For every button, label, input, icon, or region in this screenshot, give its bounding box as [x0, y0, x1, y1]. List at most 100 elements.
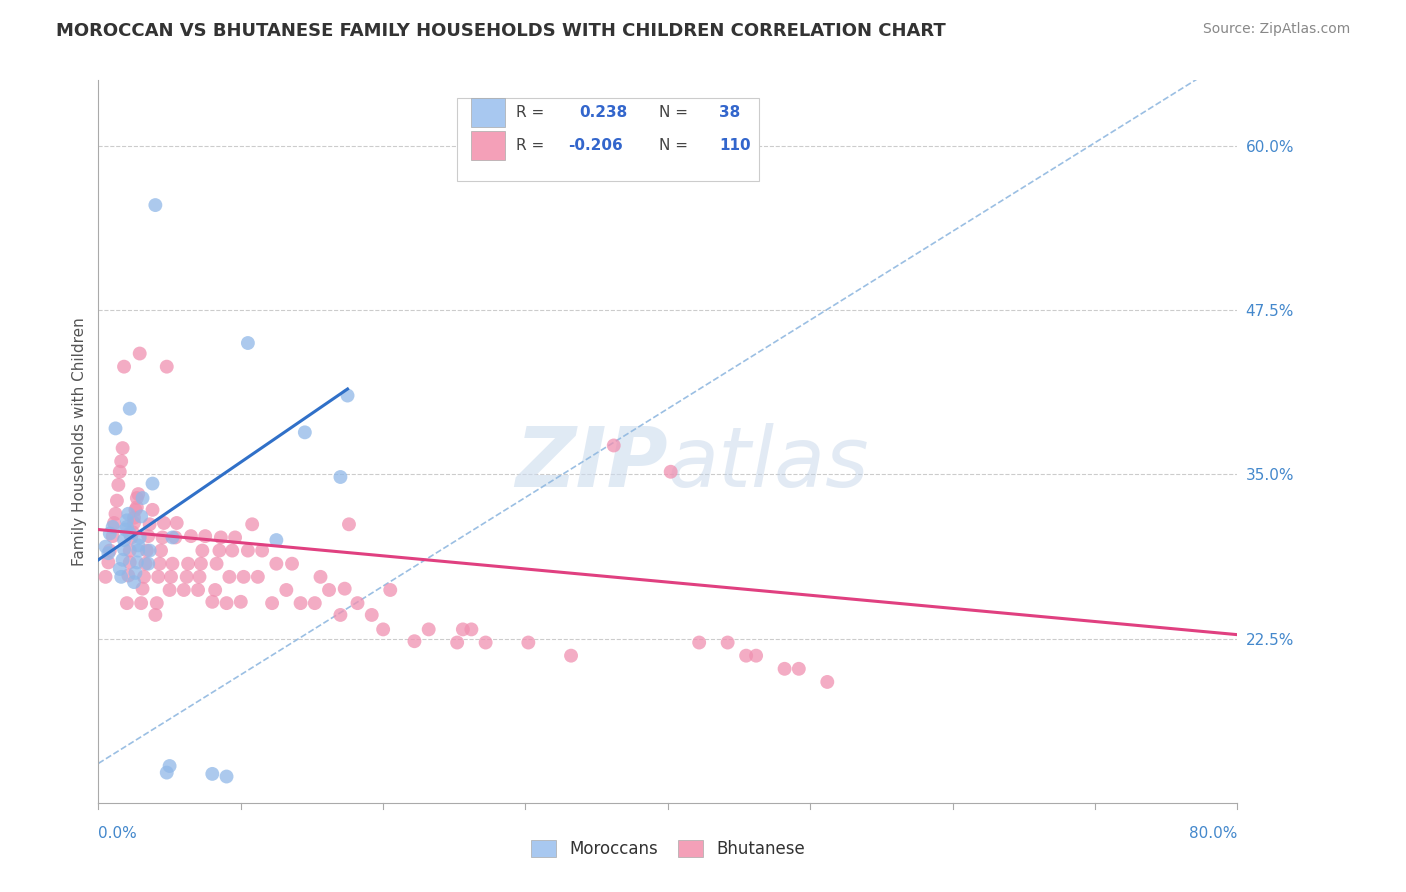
Point: [205, 557, 228, 571]
Point: [129, 596, 152, 610]
Point: [266, 557, 288, 571]
Point: [773, 662, 796, 676]
Point: [159, 582, 181, 597]
Point: [124, 566, 146, 580]
Point: [111, 553, 134, 567]
Y-axis label: Family Households with Children: Family Households with Children: [72, 318, 87, 566]
Point: [125, 491, 148, 505]
Point: [266, 533, 288, 547]
Point: [122, 510, 145, 524]
Point: [121, 525, 143, 540]
Point: [290, 596, 312, 610]
Point: [94, 540, 117, 554]
Point: [136, 529, 159, 543]
Point: [329, 607, 352, 622]
Point: [141, 503, 163, 517]
Text: 80.0%: 80.0%: [1189, 827, 1237, 841]
Point: [112, 533, 135, 547]
Point: [149, 557, 172, 571]
Text: 0.238: 0.238: [579, 105, 627, 120]
Point: [105, 493, 128, 508]
Point: [560, 648, 582, 663]
Point: [138, 543, 160, 558]
Point: [659, 465, 682, 479]
Point: [132, 570, 155, 584]
Point: [165, 531, 187, 545]
Point: [115, 596, 138, 610]
Text: N =: N =: [659, 105, 688, 120]
Point: [318, 582, 340, 597]
Point: [215, 770, 238, 784]
Point: [187, 582, 209, 597]
Text: 0.0%: 0.0%: [98, 827, 138, 841]
Point: [128, 531, 150, 545]
Point: [128, 346, 150, 360]
Point: [107, 478, 129, 492]
Point: [136, 557, 159, 571]
Point: [474, 635, 496, 649]
Point: [404, 634, 426, 648]
Point: [122, 575, 145, 590]
Point: [603, 438, 626, 452]
Point: [118, 401, 141, 416]
Point: [152, 531, 174, 545]
Point: [98, 543, 121, 558]
Point: [229, 595, 252, 609]
Text: ZIP: ZIP: [515, 423, 668, 504]
Point: [276, 582, 298, 597]
Point: [201, 595, 224, 609]
Point: [125, 500, 148, 515]
Point: [460, 623, 482, 637]
Point: [127, 538, 149, 552]
Point: [101, 520, 124, 534]
Point: [688, 635, 710, 649]
Point: [735, 648, 758, 663]
Text: R =: R =: [516, 137, 544, 153]
Point: [250, 543, 273, 558]
Point: [98, 526, 121, 541]
Point: [208, 543, 231, 558]
Point: [162, 557, 184, 571]
Point: [173, 582, 195, 597]
Point: [94, 570, 117, 584]
Text: R =: R =: [516, 105, 544, 120]
Point: [145, 607, 167, 622]
Point: [232, 570, 254, 584]
Point: [111, 441, 134, 455]
Point: [118, 526, 141, 541]
Point: [97, 546, 120, 560]
Point: [131, 582, 153, 596]
Point: [110, 570, 132, 584]
Point: [188, 570, 211, 584]
Point: [204, 582, 226, 597]
Point: [240, 517, 263, 532]
Point: [446, 635, 468, 649]
FancyBboxPatch shape: [457, 98, 759, 181]
Text: atlas: atlas: [668, 423, 869, 504]
Point: [815, 675, 838, 690]
Point: [112, 359, 135, 374]
Point: [281, 557, 304, 571]
Point: [162, 531, 184, 545]
Point: [156, 359, 179, 374]
Point: [148, 570, 170, 584]
Point: [108, 465, 131, 479]
Point: [138, 517, 160, 532]
Point: [380, 582, 402, 597]
Point: [209, 531, 232, 545]
Point: [201, 767, 224, 781]
Point: [103, 516, 125, 530]
Point: [124, 503, 146, 517]
Point: [129, 509, 152, 524]
Point: [160, 570, 183, 584]
Point: [329, 470, 352, 484]
Point: [194, 529, 217, 543]
Point: [180, 529, 202, 543]
Point: [745, 648, 768, 663]
Point: [101, 529, 124, 543]
Point: [294, 425, 316, 440]
Point: [159, 759, 181, 773]
Point: [336, 388, 359, 402]
Point: [166, 516, 188, 530]
Point: [176, 570, 198, 584]
